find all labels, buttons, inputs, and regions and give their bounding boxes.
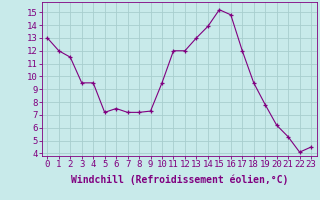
X-axis label: Windchill (Refroidissement éolien,°C): Windchill (Refroidissement éolien,°C) — [70, 175, 288, 185]
